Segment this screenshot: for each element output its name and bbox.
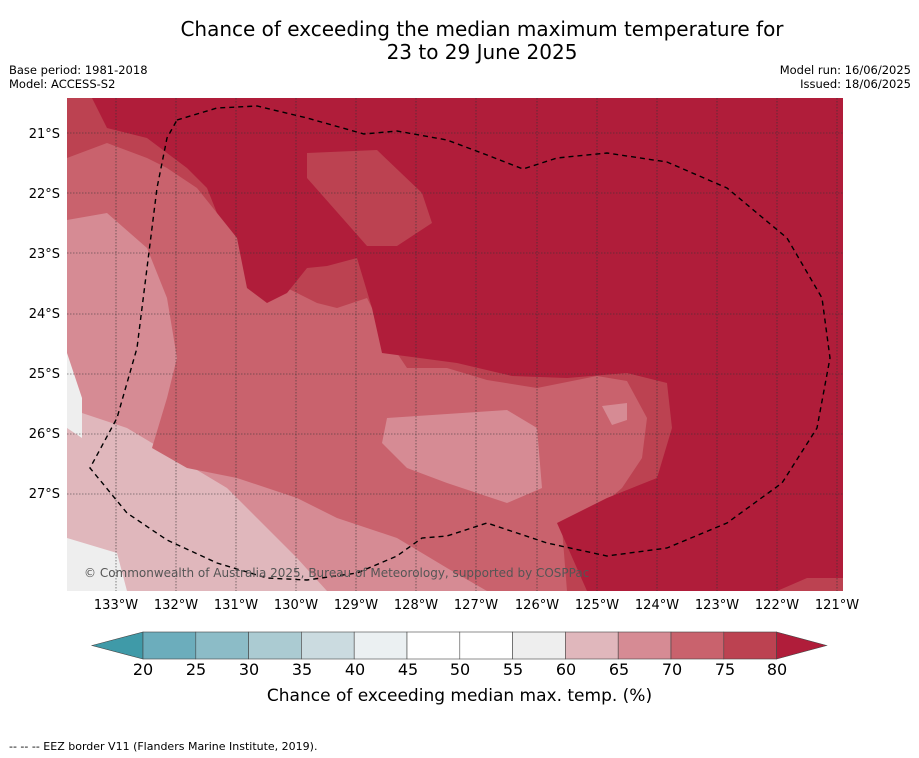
lon-label-123w: 123°W xyxy=(694,598,740,613)
colorbar xyxy=(90,631,828,660)
colorbar-tick-80: 80 xyxy=(766,660,788,679)
colorbar-tick-55: 55 xyxy=(502,660,524,679)
title-line-1: Chance of exceeding the median maximum t… xyxy=(180,17,784,41)
region-65-70-centre xyxy=(382,410,542,503)
colorbar-segment xyxy=(670,631,725,660)
lat-label-21s: 21°S xyxy=(28,127,60,142)
lat-label-26s: 26°S xyxy=(28,427,60,442)
colorbar-segment xyxy=(406,631,461,660)
colorbar-segment xyxy=(512,631,566,660)
region-55-60-sw xyxy=(67,538,127,591)
colorbar-tick-40: 40 xyxy=(344,660,366,679)
colorbar-extend-low xyxy=(90,631,144,660)
colorbar-tick-25: 25 xyxy=(185,660,207,679)
model-run: Model run: 16/06/2025 xyxy=(779,63,911,77)
lon-label-127w: 127°W xyxy=(453,598,499,613)
eez-border xyxy=(89,105,831,581)
lon-label-124w: 124°W xyxy=(634,598,680,613)
lon-label-132w: 132°W xyxy=(153,598,199,613)
colorbar-segment xyxy=(195,631,249,660)
colorbar-tick-70: 70 xyxy=(661,660,683,679)
colorbar-segment xyxy=(723,631,777,660)
colorbar-tick-45: 45 xyxy=(397,660,419,679)
region-65-70 xyxy=(67,213,843,591)
colorbar-segment xyxy=(142,631,197,660)
lon-label-130w: 130°W xyxy=(273,598,319,613)
lon-label-125w: 125°W xyxy=(574,598,620,613)
lat-label-27s: 27°S xyxy=(28,487,60,502)
colorbar-extend-high xyxy=(776,631,828,660)
lon-label-122w: 122°W xyxy=(754,598,800,613)
colorbar-segment xyxy=(353,631,408,660)
graticule xyxy=(67,98,843,591)
colorbar-segment xyxy=(565,631,619,660)
lat-label-22s: 22°S xyxy=(28,187,60,202)
lat-label-25s: 25°S xyxy=(28,367,60,382)
meta-left: Base period: 1981-2018 Model: ACCESS-S2 xyxy=(9,63,148,91)
colorbar-segment xyxy=(459,631,513,660)
lon-label-128w: 128°W xyxy=(393,598,439,613)
lon-label-121w: 121°W xyxy=(814,598,860,613)
region-65-70-islet xyxy=(602,403,627,425)
map-panel xyxy=(67,98,843,591)
lat-label-24s: 24°S xyxy=(28,307,60,322)
model-name: Model: ACCESS-S2 xyxy=(9,77,116,91)
title-line-2: 23 to 29 June 2025 xyxy=(386,40,578,64)
base-period: Base period: 1981-2018 xyxy=(9,63,148,77)
colorbar-tick-60: 60 xyxy=(555,660,577,679)
region-over-80 xyxy=(92,98,843,591)
footer-legend: -- -- -- EEZ border V11 (Flanders Marine… xyxy=(9,740,318,753)
chart-title: Chance of exceeding the median maximum t… xyxy=(0,18,919,64)
colorbar-label: Chance of exceeding median max. temp. (%… xyxy=(266,686,653,706)
lon-label-126w: 126°W xyxy=(514,598,560,613)
meta-right: Model run: 16/06/2025 Issued: 18/06/2025 xyxy=(780,63,911,91)
colorbar-segment xyxy=(248,631,302,660)
colorbar-segment xyxy=(301,631,355,660)
lat-label-23s: 23°S xyxy=(28,247,60,262)
lon-label-129w: 129°W xyxy=(333,598,379,613)
lon-label-131w: 131°W xyxy=(213,598,259,613)
colorbar-tick-75: 75 xyxy=(714,660,736,679)
colorbar-segment xyxy=(617,631,672,660)
colorbar-tick-65: 65 xyxy=(608,660,630,679)
issued-date: Issued: 18/06/2025 xyxy=(800,77,911,91)
lon-label-133w: 133°W xyxy=(93,598,139,613)
colorbar-tick-35: 35 xyxy=(291,660,313,679)
copyright-text: © Commonwealth of Australia 2025, Bureau… xyxy=(84,566,590,580)
colorbar-tick-30: 30 xyxy=(238,660,260,679)
region-75-80-inlet xyxy=(307,150,432,246)
colorbar-tick-20: 20 xyxy=(132,660,154,679)
colorbar-tick-50: 50 xyxy=(449,660,471,679)
